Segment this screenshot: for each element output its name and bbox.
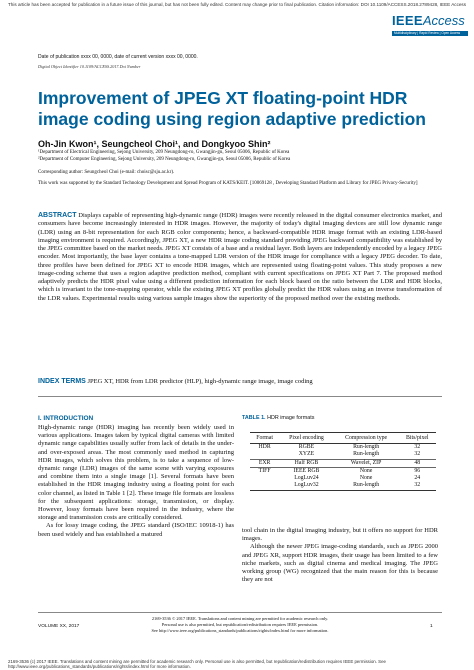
table-cell — [250, 482, 280, 491]
index-terms: INDEX TERMS JPEG XT, HDR from LDR predic… — [38, 378, 442, 385]
table-cell: 32 — [414, 451, 421, 458]
table-cell: Half RGB — [279, 458, 334, 468]
copyright-line: 2169-3536 © 2017 IEEE. Translations and … — [151, 616, 329, 621]
section-divider — [38, 396, 442, 397]
affiliation-2: ²Department of Computer Engineering, Sej… — [38, 156, 291, 162]
table-cell — [250, 451, 279, 459]
ieee-access-logo: IEEEAccess Multidisciplinary | Rapid Rev… — [392, 12, 472, 40]
section-heading-introduction: I. INTRODUCTION — [38, 415, 94, 422]
volume-label: VOLUME XX, 2017 — [38, 624, 80, 629]
funding-note: This work was supported by the Standard … — [38, 181, 418, 186]
table-cell: TIFF — [250, 466, 280, 476]
table-cell: Run-length — [333, 482, 399, 491]
table-caption-text: HDR image formats — [267, 415, 315, 421]
table-cell: Run-length — [353, 451, 380, 458]
table-row: TIFF IEEE RGB None 96 — [250, 466, 436, 476]
hdr-formats-table: Format Pixel encoding Compression type B… — [250, 432, 436, 491]
table-row: HDR RGBE Run-length 32 — [250, 444, 436, 452]
right-paragraph-1: tool chain in the digital imaging indust… — [242, 527, 438, 543]
publication-dates: Date of publication xxxx 00, 0000, date … — [38, 54, 198, 60]
table-cell: LogLuv32 — [279, 482, 334, 491]
table-row: EXR Half RGB Wavelet, ZIP 48 — [250, 458, 436, 468]
right-column-text: tool chain in the digital imaging indust… — [242, 527, 438, 584]
table-cell: HDR — [258, 444, 271, 450]
table-cell: 24 — [414, 475, 421, 482]
table-cell: None — [333, 466, 399, 476]
table-cell: IEEE RGB — [279, 466, 334, 476]
abstract-label: ABSTRACT — [38, 212, 77, 219]
table-header-row: Format Pixel encoding Compression type B… — [250, 432, 436, 444]
abstract: ABSTRACT Displays capable of representin… — [38, 212, 442, 303]
table-cell: LogLuv24 — [294, 475, 319, 482]
index-terms-text: JPEG XT, HDR from LDR predictor (HLP), h… — [87, 378, 313, 385]
paper-title: Improvement of JPEG XT floating-point HD… — [38, 88, 426, 129]
table-cell: 48 — [398, 458, 436, 468]
affiliations: ¹Department of Electrical Engineering, S… — [38, 150, 448, 163]
right-paragraph-2: Although the newer JPEG image-coding sta… — [242, 543, 438, 584]
table-header-cell: Bits/pixel — [398, 432, 436, 444]
table-row: LogLuv32 Run-length 32 — [250, 482, 436, 491]
logo-access-text: Access — [422, 13, 465, 28]
footer-divider — [38, 612, 442, 613]
abstract-text: Displays capable of representing high-dy… — [38, 212, 442, 302]
corresponding-author: Corresponding author: Seungcheol Choi (e… — [38, 170, 175, 175]
personal-use-line: Personal use is also permitted, but repu… — [161, 622, 319, 627]
copyright-block: 2169-3536 © 2017 IEEE. Translations and … — [120, 616, 360, 634]
page-number: 1 — [430, 624, 433, 629]
affiliation-1: ¹Department of Electrical Engineering, S… — [38, 150, 290, 155]
rights-url-line: See http://www.ieee.org/publications_sta… — [151, 628, 329, 633]
table-cell: None — [359, 475, 373, 482]
table-cell: Wavelet, ZIP — [333, 458, 399, 468]
doi-line: Digital Object Identifier 10.1109/ACCESS… — [38, 64, 141, 69]
table-caption-label: TABLE 1. — [242, 415, 266, 421]
table-cell — [250, 475, 279, 482]
table-header-cell: Compression type — [333, 432, 399, 444]
bottom-copyright-notice: 2169-3536 (c) 2017 IEEE. Translations an… — [8, 659, 386, 669]
logo-tagline: Multidisciplinary | Rapid Review | Open … — [392, 31, 468, 40]
author-list: Oh-Jin Kwon¹, Seungcheol Choi¹, and Dong… — [38, 139, 271, 149]
table-cell: 96 — [398, 466, 436, 476]
table-cell: RGBE — [298, 444, 315, 450]
table-cell: EXR — [250, 458, 280, 468]
table-cell: 32 — [414, 444, 421, 450]
table-row: XYZE Run-length 32 — [250, 451, 436, 459]
table-header-cell: Format — [250, 432, 280, 444]
table-header-cell: Pixel encoding — [279, 432, 334, 444]
intro-paragraph-2: As for lossy image coding, the JPEG stan… — [38, 522, 234, 538]
logo-ieee-text: IEEE — [392, 13, 423, 28]
left-column-text: High-dynamic range (HDR) imaging has rec… — [38, 424, 234, 539]
table-cell: 32 — [398, 482, 436, 491]
index-terms-label: INDEX TERMS — [38, 378, 86, 385]
table-cell: Run-length — [353, 444, 380, 450]
table-row: LogLuv24 None 24 — [250, 475, 436, 482]
intro-paragraph-1: High-dynamic range (HDR) imaging has rec… — [38, 424, 234, 522]
table-cell: XYZE — [298, 451, 315, 458]
table-caption: TABLE 1. HDR image formats — [242, 415, 314, 421]
publication-notice: This article has been accepted for publi… — [8, 2, 467, 7]
